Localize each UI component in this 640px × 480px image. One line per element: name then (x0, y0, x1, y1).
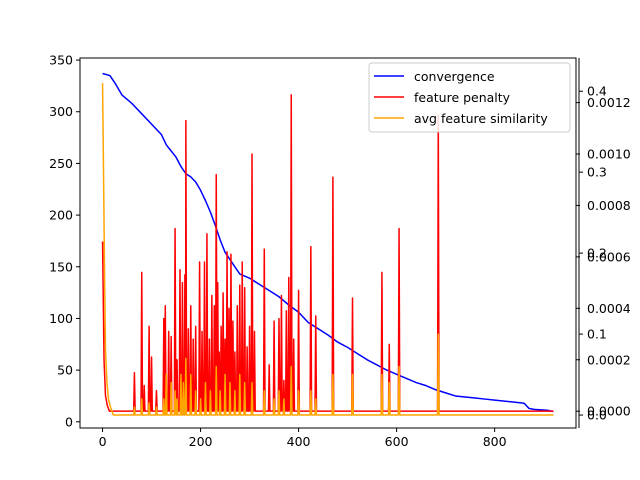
right2-tick-label: 0.2 (587, 246, 607, 261)
right1-tick-label: 0.0004 (587, 301, 631, 316)
left-tick-label: 300 (49, 104, 73, 119)
right2-tick-label: 0.1 (587, 327, 607, 342)
x-tick-label: 400 (287, 434, 311, 449)
x-axis: 0 200 400 600 800 (99, 428, 507, 449)
plot-frame (79, 57, 577, 429)
left-tick-label: 100 (49, 311, 73, 326)
left-tick-label: 150 (49, 259, 73, 274)
series-layer (101, 72, 554, 416)
series-avg-feature-similarity (101, 83, 554, 416)
legend-label-avg-feature-similarity: avg feature similarity (414, 111, 548, 126)
x-tick-label: 600 (385, 434, 409, 449)
x-tick-label: 200 (189, 434, 213, 449)
left-y-axis: 0 50 100 150 200 250 300 350 (49, 53, 80, 429)
right2-tick-label: 0.4 (587, 84, 607, 99)
right1-tick-label: 0.0002 (587, 352, 631, 367)
x-tick-label: 0 (99, 434, 107, 449)
right1-tick-label: 0.0010 (587, 147, 631, 162)
left-tick-label: 350 (49, 53, 73, 68)
right1-tick-label: 0.0012 (587, 95, 631, 110)
right1-tick-label: 0.0006 (587, 249, 631, 264)
legend-label-feature-penalty: feature penalty (414, 90, 511, 105)
right-y-axis-similarity: 0.0 0.1 0.2 0.3 0.4 (578, 58, 607, 428)
right1-tick-label: 0.0008 (587, 198, 631, 213)
legend-box (368, 62, 571, 133)
right1-tick-label: 0.0000 (587, 404, 631, 419)
left-tick-label: 200 (49, 208, 73, 223)
series-feature-penalty (101, 94, 554, 412)
x-tick-label: 800 (483, 434, 507, 449)
left-tick-label: 250 (49, 156, 73, 171)
left-tick-label: 0 (65, 414, 73, 429)
right2-tick-label: 0.3 (587, 165, 607, 180)
legend: convergence feature penalty avg feature … (368, 62, 571, 133)
right2-tick-label: 0.0 (587, 408, 607, 423)
legend-label-convergence: convergence (414, 69, 495, 84)
left-tick-label: 50 (57, 363, 73, 378)
right-y-axis-penalty: 0.0000 0.0002 0.0004 0.0006 0.0008 0.0010 0.00… (576, 95, 631, 419)
